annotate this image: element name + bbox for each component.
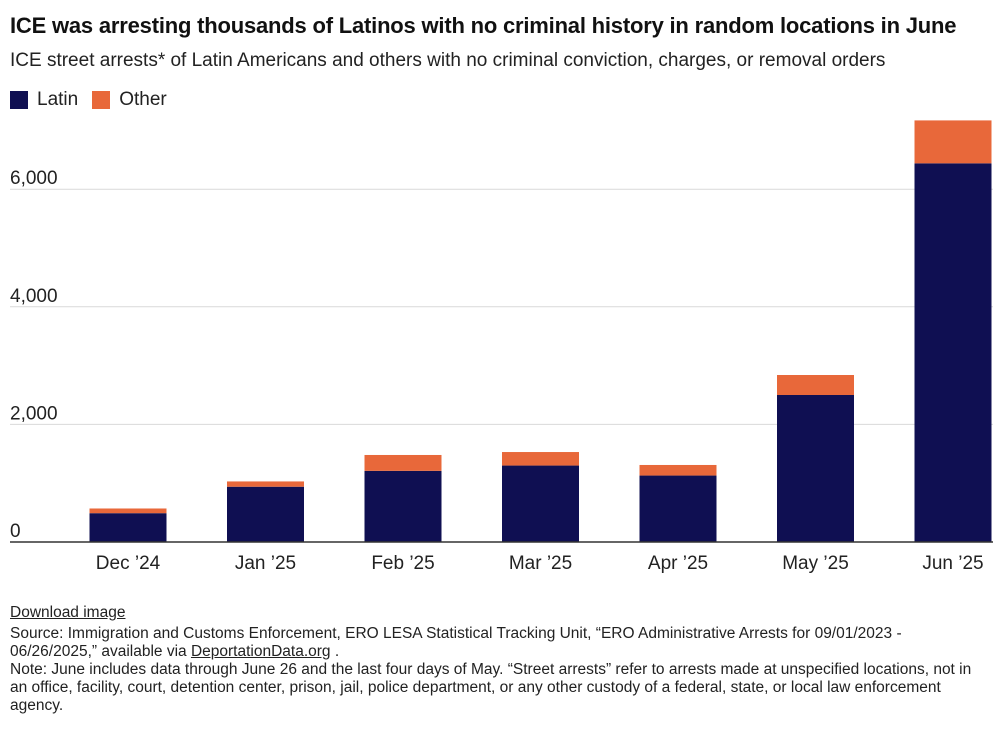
chart-subtitle: ICE street arrests* of Latin Americans a… bbox=[10, 50, 886, 71]
x-tick-label: Feb ’25 bbox=[371, 553, 434, 574]
bar-other bbox=[502, 452, 579, 466]
y-tick-label: 0 bbox=[10, 521, 21, 542]
legend-swatch-latin bbox=[10, 91, 28, 109]
bar-other bbox=[914, 120, 992, 164]
x-tick-label: May ’25 bbox=[782, 553, 849, 574]
bar-latin bbox=[364, 470, 442, 542]
y-tick-label: 6,000 bbox=[10, 168, 58, 189]
x-tick-label: Jan ’25 bbox=[235, 553, 296, 574]
bar-other bbox=[89, 508, 167, 514]
bar-other bbox=[777, 375, 854, 395]
source-link[interactable]: DeportationData.org bbox=[190, 643, 331, 660]
source-text: Source: Immigration and Customs Enforcem… bbox=[10, 625, 902, 660]
bar-other bbox=[364, 454, 442, 471]
legend-swatch-other bbox=[92, 91, 111, 109]
y-tick-label: 2,000 bbox=[10, 403, 58, 424]
bar-chart: 0 2,000 4,000 6,000 Dec ’24 Jan ’25 Feb ’25 Mar… bbox=[10, 120, 993, 574]
source-note: Source: Immigration and Customs Enforcem… bbox=[10, 625, 990, 661]
footnote: Note: June includes data through June 26… bbox=[10, 661, 972, 714]
bar-latin bbox=[914, 163, 992, 542]
legend: Latin Other bbox=[10, 89, 181, 111]
bar-latin bbox=[227, 486, 304, 542]
chart-footer: Download image Source: Immigration and C… bbox=[10, 604, 990, 715]
legend-item-other: Other bbox=[92, 89, 167, 111]
source-suffix: . bbox=[330, 643, 340, 660]
x-tick-label: Mar ’25 bbox=[509, 553, 572, 574]
bar-latin bbox=[502, 465, 579, 542]
bar-latin bbox=[777, 395, 854, 542]
bar-latin bbox=[89, 513, 167, 542]
x-tick-label: Dec ’24 bbox=[96, 553, 161, 574]
bar-latin bbox=[639, 475, 717, 542]
bar-other bbox=[227, 481, 304, 487]
x-tick-label: Jun ’25 bbox=[922, 553, 983, 574]
download-image-link[interactable]: Download image bbox=[10, 604, 126, 621]
legend-item-latin: Latin bbox=[10, 89, 78, 111]
chart-title: ICE was arresting thousands of Latinos w… bbox=[10, 13, 957, 38]
y-tick-label: 4,000 bbox=[10, 286, 58, 307]
x-tick-label: Apr ’25 bbox=[648, 553, 708, 574]
legend-label-latin: Latin bbox=[37, 89, 79, 110]
bar-other bbox=[639, 464, 717, 476]
legend-label-other: Other bbox=[119, 89, 167, 110]
